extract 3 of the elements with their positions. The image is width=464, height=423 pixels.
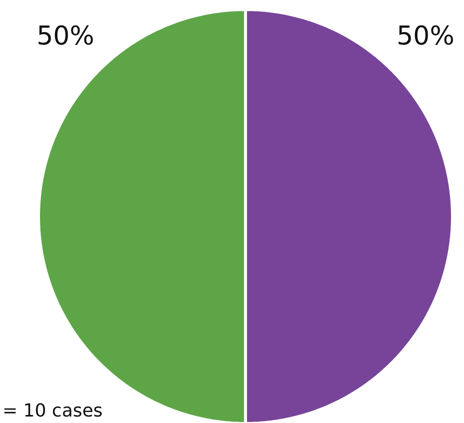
- data-label: 50%: [396, 21, 454, 52]
- data-label: 50%: [36, 21, 94, 52]
- text: = 10 cases: [2, 400, 103, 422]
